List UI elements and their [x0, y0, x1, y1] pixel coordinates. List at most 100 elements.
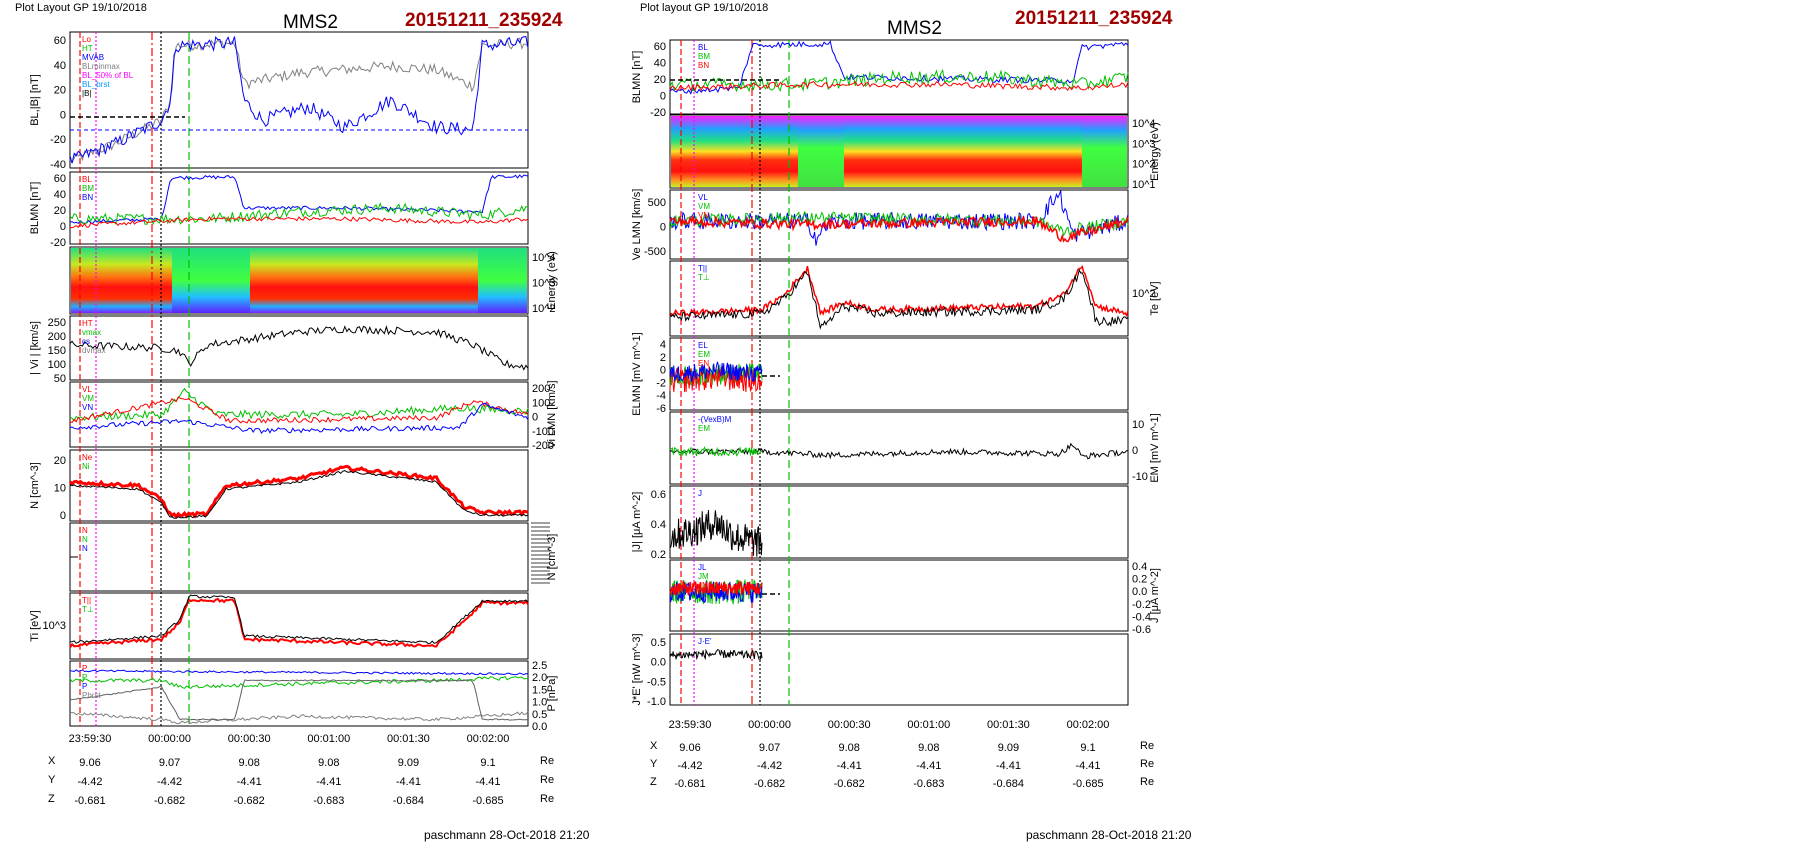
- right-j-trace: [669, 510, 763, 557]
- right-e-l: [669, 361, 763, 382]
- left-eph-y-1: -4.42: [157, 776, 182, 788]
- left-ytick-p-0: 2.5: [532, 660, 547, 672]
- right-legend-j-0: J: [698, 489, 702, 498]
- right-panel-frame-em: [669, 411, 1129, 485]
- right-ytick-jlmn-5: -0.6: [1132, 624, 1151, 636]
- left-legend-nn-1: N: [82, 535, 88, 544]
- right-blmn-bn: [669, 80, 1129, 92]
- left-vi-l: [69, 402, 529, 434]
- left-panel-frame-vlmn: [69, 381, 529, 448]
- right-ylabel-r-te: Te [eV]: [1149, 281, 1161, 315]
- right-ytick-jlmn-0: 0.4: [1132, 561, 1147, 573]
- left-legend-ti-1: T⊥: [82, 605, 94, 614]
- left-ylabel-r-nn: N [cm^-3]: [546, 534, 558, 581]
- left-ti-par: [69, 597, 529, 648]
- left-ytick-p-3: 1.0: [532, 697, 547, 709]
- left-eph-y-unit: Re: [540, 774, 555, 786]
- left-ytick-p-2: 1.5: [532, 684, 547, 696]
- right-legend-em-0: -(VexB)M: [698, 415, 732, 424]
- left-ytick-bl-2: 20: [54, 85, 66, 97]
- left-legend-blmn-0: BL: [82, 175, 92, 184]
- right-time-tick-0: 23:59:30: [669, 719, 712, 731]
- right-eph-x-0: 9.06: [679, 742, 700, 754]
- right-ve-n: [669, 214, 1129, 243]
- right-eph-x-4: 9.09: [998, 742, 1019, 754]
- left-time-tick-3: 00:01:00: [307, 733, 350, 745]
- right-legend-e-2: EN: [698, 359, 709, 368]
- right-ytick-j-1: 0.4: [651, 519, 666, 531]
- left-ytick-spec-2: 10^2: [532, 303, 556, 315]
- left-p-total: [69, 669, 529, 676]
- right-ytick-jlmn-2: 0.0: [1132, 586, 1147, 598]
- right-ytick-je-1: 0.0: [651, 657, 666, 669]
- right-legend-jlmn-0: JL: [698, 563, 707, 572]
- right-ylabel-e: ELMN [mV m^-1]: [631, 332, 643, 415]
- right-ytick-j-0: 0.6: [651, 489, 666, 501]
- right-te-perp: [669, 268, 1129, 330]
- left-ytick-n-1: 10: [54, 483, 66, 495]
- left-ytick-spec-0: 10^4: [532, 252, 556, 264]
- right-panel-frame-spec_e: [669, 114, 1129, 189]
- left-ylabel-n: N [cm^-3]: [29, 462, 41, 509]
- left-legend-vi-0: HT: [82, 319, 93, 328]
- left-ytick-blmn-3: 0: [60, 221, 66, 233]
- left-panel-frame-nn: [69, 522, 529, 592]
- right-blmn-bm: [669, 68, 1129, 93]
- left-ytick-blmn-1: 40: [54, 189, 66, 201]
- right-eph-x-5: 9.1: [1080, 742, 1095, 754]
- right-ve-l: [669, 190, 1129, 246]
- right-ytick-blmn-3: 0: [660, 91, 666, 103]
- left-legend-ti-0: T||: [82, 596, 91, 605]
- left-ylabel-r-p: P [nPa]: [546, 676, 558, 712]
- left-ytick-p-5: 0.0: [532, 721, 547, 733]
- left-p-ion: [69, 679, 529, 721]
- right-blmn-bl: [669, 40, 1129, 95]
- left-footer: paschmann 28-Oct-2018 21:20: [424, 828, 590, 842]
- right-ytick-te-0: 10^2: [1132, 288, 1156, 300]
- left-panel-frame-spec_i: [69, 246, 529, 315]
- right-footer: paschmann 28-Oct-2018 21:20: [1026, 828, 1192, 842]
- right-layout-header: Plot layout GP 19/10/2018: [640, 2, 769, 14]
- right-title: MMS2: [887, 18, 942, 39]
- right-eph-z-label: Z: [650, 776, 657, 788]
- right-ylabel-r-jlmn: J [μA m^-2]: [1149, 568, 1161, 623]
- left-ion-spectrogram: [71, 248, 527, 313]
- right-electron-spectrogram: [671, 116, 1127, 187]
- left-ytick-bl-5: -40: [50, 159, 66, 171]
- left-vi-trace: [69, 325, 529, 371]
- right-time-tick-3: 00:01:00: [907, 719, 950, 731]
- left-ytick-n-0: 20: [54, 455, 66, 467]
- right-legend-blmn-0: BL: [698, 43, 708, 52]
- left-legend-bl-0: Lo: [82, 35, 91, 44]
- left-eph-x-4: 9.09: [398, 757, 419, 769]
- left-eph-x-5: 9.1: [480, 757, 495, 769]
- right-ytick-je-2: -0.5: [647, 676, 666, 688]
- left-ytick-bl-0: 60: [54, 35, 66, 47]
- left-n-e: [68, 464, 529, 520]
- left-eph-z-2: -0.682: [234, 795, 265, 807]
- right-legend-blmn-1: BM: [698, 52, 710, 61]
- right-eph-x-1: 9.07: [759, 742, 780, 754]
- left-ylabel-vi: | Vi | [km/s]: [29, 321, 41, 375]
- right-eph-z-2: -0.682: [834, 778, 865, 790]
- left-vi-m: [69, 387, 529, 422]
- left-ylabel-r-vlmn: Vi LMN [km/s]: [546, 380, 558, 448]
- left-eph-x-0: 9.06: [79, 757, 100, 769]
- right-eph-z-unit: Re: [1140, 776, 1155, 788]
- right-ytick-e-0: 4: [660, 339, 666, 351]
- right-spectrogram-gap2: [1082, 116, 1127, 187]
- right-legend-te-0: T||: [698, 264, 707, 273]
- left-ytick-vi-4: 50: [54, 373, 66, 385]
- left-panel-frame-vi: [69, 315, 529, 381]
- left-eph-y-0: -4.42: [77, 776, 102, 788]
- right-panel-frame-j: [669, 485, 1129, 559]
- right-ytick-em-1: 0: [1132, 445, 1138, 457]
- left-subtitle: 20151211_235924: [405, 10, 563, 31]
- right-ytick-je-3: -1.0: [647, 696, 666, 708]
- left-legend-p-3: Pbrst: [82, 691, 101, 700]
- right-ylabel-ve: Ve LMN [km/s]: [631, 189, 643, 261]
- right-eph-y-3: -4.41: [916, 760, 941, 772]
- left-legend-vlmn-2: VN: [82, 403, 93, 412]
- right-eph-y-4: -4.41: [996, 760, 1021, 772]
- right-ytick-em-0: 10: [1132, 419, 1144, 431]
